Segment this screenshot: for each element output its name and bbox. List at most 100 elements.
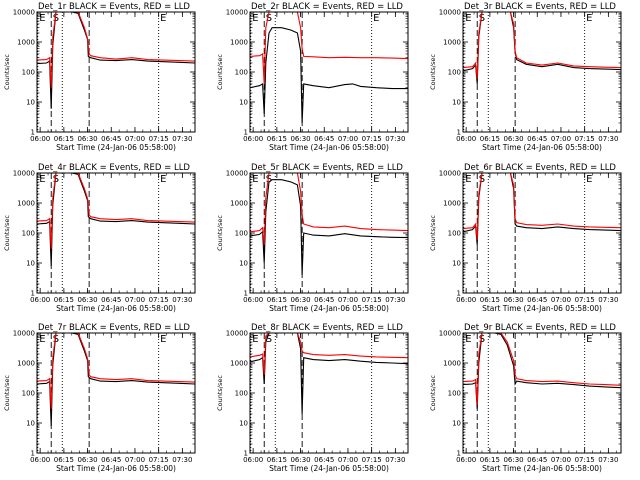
lld-series-line xyxy=(37,333,195,409)
y-tick-label: 1 xyxy=(244,129,248,137)
panel-title: Det_1r BLACK = Events, RED = LLD xyxy=(38,2,190,12)
marker-label: E xyxy=(39,174,45,185)
x-tick-label: 07:00 xyxy=(338,135,358,143)
x-tick-label: 06:00 xyxy=(456,135,476,143)
y-tick-label: 10000 xyxy=(226,170,248,178)
y-tick-label: 10000 xyxy=(13,330,35,338)
marker-label: E xyxy=(373,334,379,345)
y-tick-label: 100 xyxy=(448,390,461,398)
y-tick-label: 1000 xyxy=(230,39,248,47)
plot-frame xyxy=(249,332,409,454)
x-tick-label: 07:15 xyxy=(362,296,382,304)
x-tick-label: 07:30 xyxy=(385,135,405,143)
lld-series-line xyxy=(37,12,195,88)
x-axis-label: Start Time (24-Jan-06 05:58:00) xyxy=(56,143,176,152)
y-tick-label: 1000 xyxy=(443,39,461,47)
events-series-line xyxy=(250,179,408,275)
events-series-line xyxy=(463,173,621,245)
marker-label: E xyxy=(252,334,258,345)
detector-panel: Det_2r BLACK = Events, RED = LLD 1 10 100 10… xyxy=(216,2,409,152)
marker-label: S xyxy=(266,334,272,345)
x-tick-label: 06:30 xyxy=(503,135,523,143)
x-tick-label: 06:30 xyxy=(290,456,310,464)
panel-title: Det_2r BLACK = Events, RED = LLD xyxy=(251,2,403,12)
x-tick-label: 06:30 xyxy=(77,296,97,304)
y-tick-label: 100 xyxy=(22,390,35,398)
y-tick-label: 1 xyxy=(457,290,461,298)
y-tick-label: 10000 xyxy=(439,330,461,338)
marker-label: E xyxy=(373,13,379,24)
plot-frame xyxy=(462,11,622,133)
y-tick-label: 1 xyxy=(244,450,248,458)
plot-frame xyxy=(36,332,196,454)
x-tick-label: 06:45 xyxy=(314,456,334,464)
marker-label: E xyxy=(160,334,166,345)
y-axis-label: Counts/sec xyxy=(429,215,437,251)
panel-title: Det_4r BLACK = Events, RED = LLD xyxy=(38,163,190,173)
panel-title: Det_3r BLACK = Events, RED = LLD xyxy=(464,2,616,12)
x-tick-label: 07:30 xyxy=(598,456,618,464)
y-tick-label: 1000 xyxy=(17,360,35,368)
marker-label: S xyxy=(53,334,59,345)
x-tick-label: 06:15 xyxy=(54,135,74,143)
x-tick-label: 06:30 xyxy=(290,135,310,143)
marker-label: E xyxy=(252,13,258,24)
x-tick-label: 07:30 xyxy=(385,296,405,304)
x-tick-label: 06:15 xyxy=(480,296,500,304)
lld-series-line xyxy=(463,173,621,240)
plot-frame xyxy=(462,172,622,294)
x-tick-label: 07:30 xyxy=(172,296,192,304)
x-tick-label: 07:30 xyxy=(172,456,192,464)
x-tick-label: 06:15 xyxy=(267,296,287,304)
x-tick-label: 07:00 xyxy=(551,135,571,143)
marker-label: E xyxy=(586,334,592,345)
marker-label: S xyxy=(53,174,59,185)
marker-label: S xyxy=(479,334,485,345)
x-axis-label: Start Time (24-Jan-06 05:58:00) xyxy=(269,143,389,152)
y-tick-label: 10 xyxy=(452,260,461,268)
x-tick-label: 07:00 xyxy=(338,296,358,304)
marker-label: E xyxy=(465,13,471,24)
lld-series-line xyxy=(250,173,408,245)
x-tick-label: 06:45 xyxy=(527,296,547,304)
x-tick-label: 07:00 xyxy=(125,456,145,464)
y-tick-label: 1 xyxy=(31,450,35,458)
x-tick-label: 06:45 xyxy=(101,456,121,464)
detector-panel: Det_8r BLACK = Events, RED = LLD 1 10 100 10… xyxy=(216,323,409,473)
y-tick-label: 10 xyxy=(26,260,35,268)
marker-label: E xyxy=(252,174,258,185)
detector-panel: Det_3r BLACK = Events, RED = LLD 1 10 100 10… xyxy=(429,2,622,152)
y-tick-label: 10 xyxy=(26,99,35,107)
x-tick-label: 06:30 xyxy=(503,456,523,464)
x-axis-label: Start Time (24-Jan-06 05:58:00) xyxy=(269,464,389,473)
x-tick-label: 07:15 xyxy=(362,456,382,464)
lld-series-line xyxy=(463,333,621,405)
x-tick-label: 07:15 xyxy=(362,135,382,143)
x-tick-label: 07:30 xyxy=(598,135,618,143)
x-tick-label: 06:45 xyxy=(101,135,121,143)
x-tick-label: 07:30 xyxy=(385,456,405,464)
x-tick-label: 06:00 xyxy=(30,296,50,304)
x-tick-label: 07:15 xyxy=(575,296,595,304)
x-tick-label: 06:30 xyxy=(77,135,97,143)
y-axis-label: Counts/sec xyxy=(3,375,11,411)
marker-label: S xyxy=(266,13,272,24)
x-tick-label: 06:45 xyxy=(527,456,547,464)
y-tick-label: 10 xyxy=(26,420,35,428)
y-axis-label: Counts/sec xyxy=(216,375,224,411)
y-tick-label: 10 xyxy=(452,420,461,428)
y-tick-label: 1000 xyxy=(443,200,461,208)
panel-title: Det_6r BLACK = Events, RED = LLD xyxy=(464,163,616,173)
y-tick-label: 10000 xyxy=(439,170,461,178)
x-axis-label: Start Time (24-Jan-06 05:58:00) xyxy=(482,464,602,473)
y-tick-label: 10000 xyxy=(439,9,461,17)
panel-title: Det_7r BLACK = Events, RED = LLD xyxy=(38,323,190,333)
y-tick-label: 100 xyxy=(22,230,35,238)
y-tick-label: 1000 xyxy=(17,39,35,47)
detector-panel: Det_9r BLACK = Events, RED = LLD 1 10 100 10… xyxy=(429,323,622,473)
y-tick-label: 10000 xyxy=(13,170,35,178)
y-tick-label: 1000 xyxy=(230,200,248,208)
x-tick-label: 06:00 xyxy=(456,296,476,304)
x-tick-label: 07:15 xyxy=(149,135,169,143)
plot-frame xyxy=(36,172,196,294)
